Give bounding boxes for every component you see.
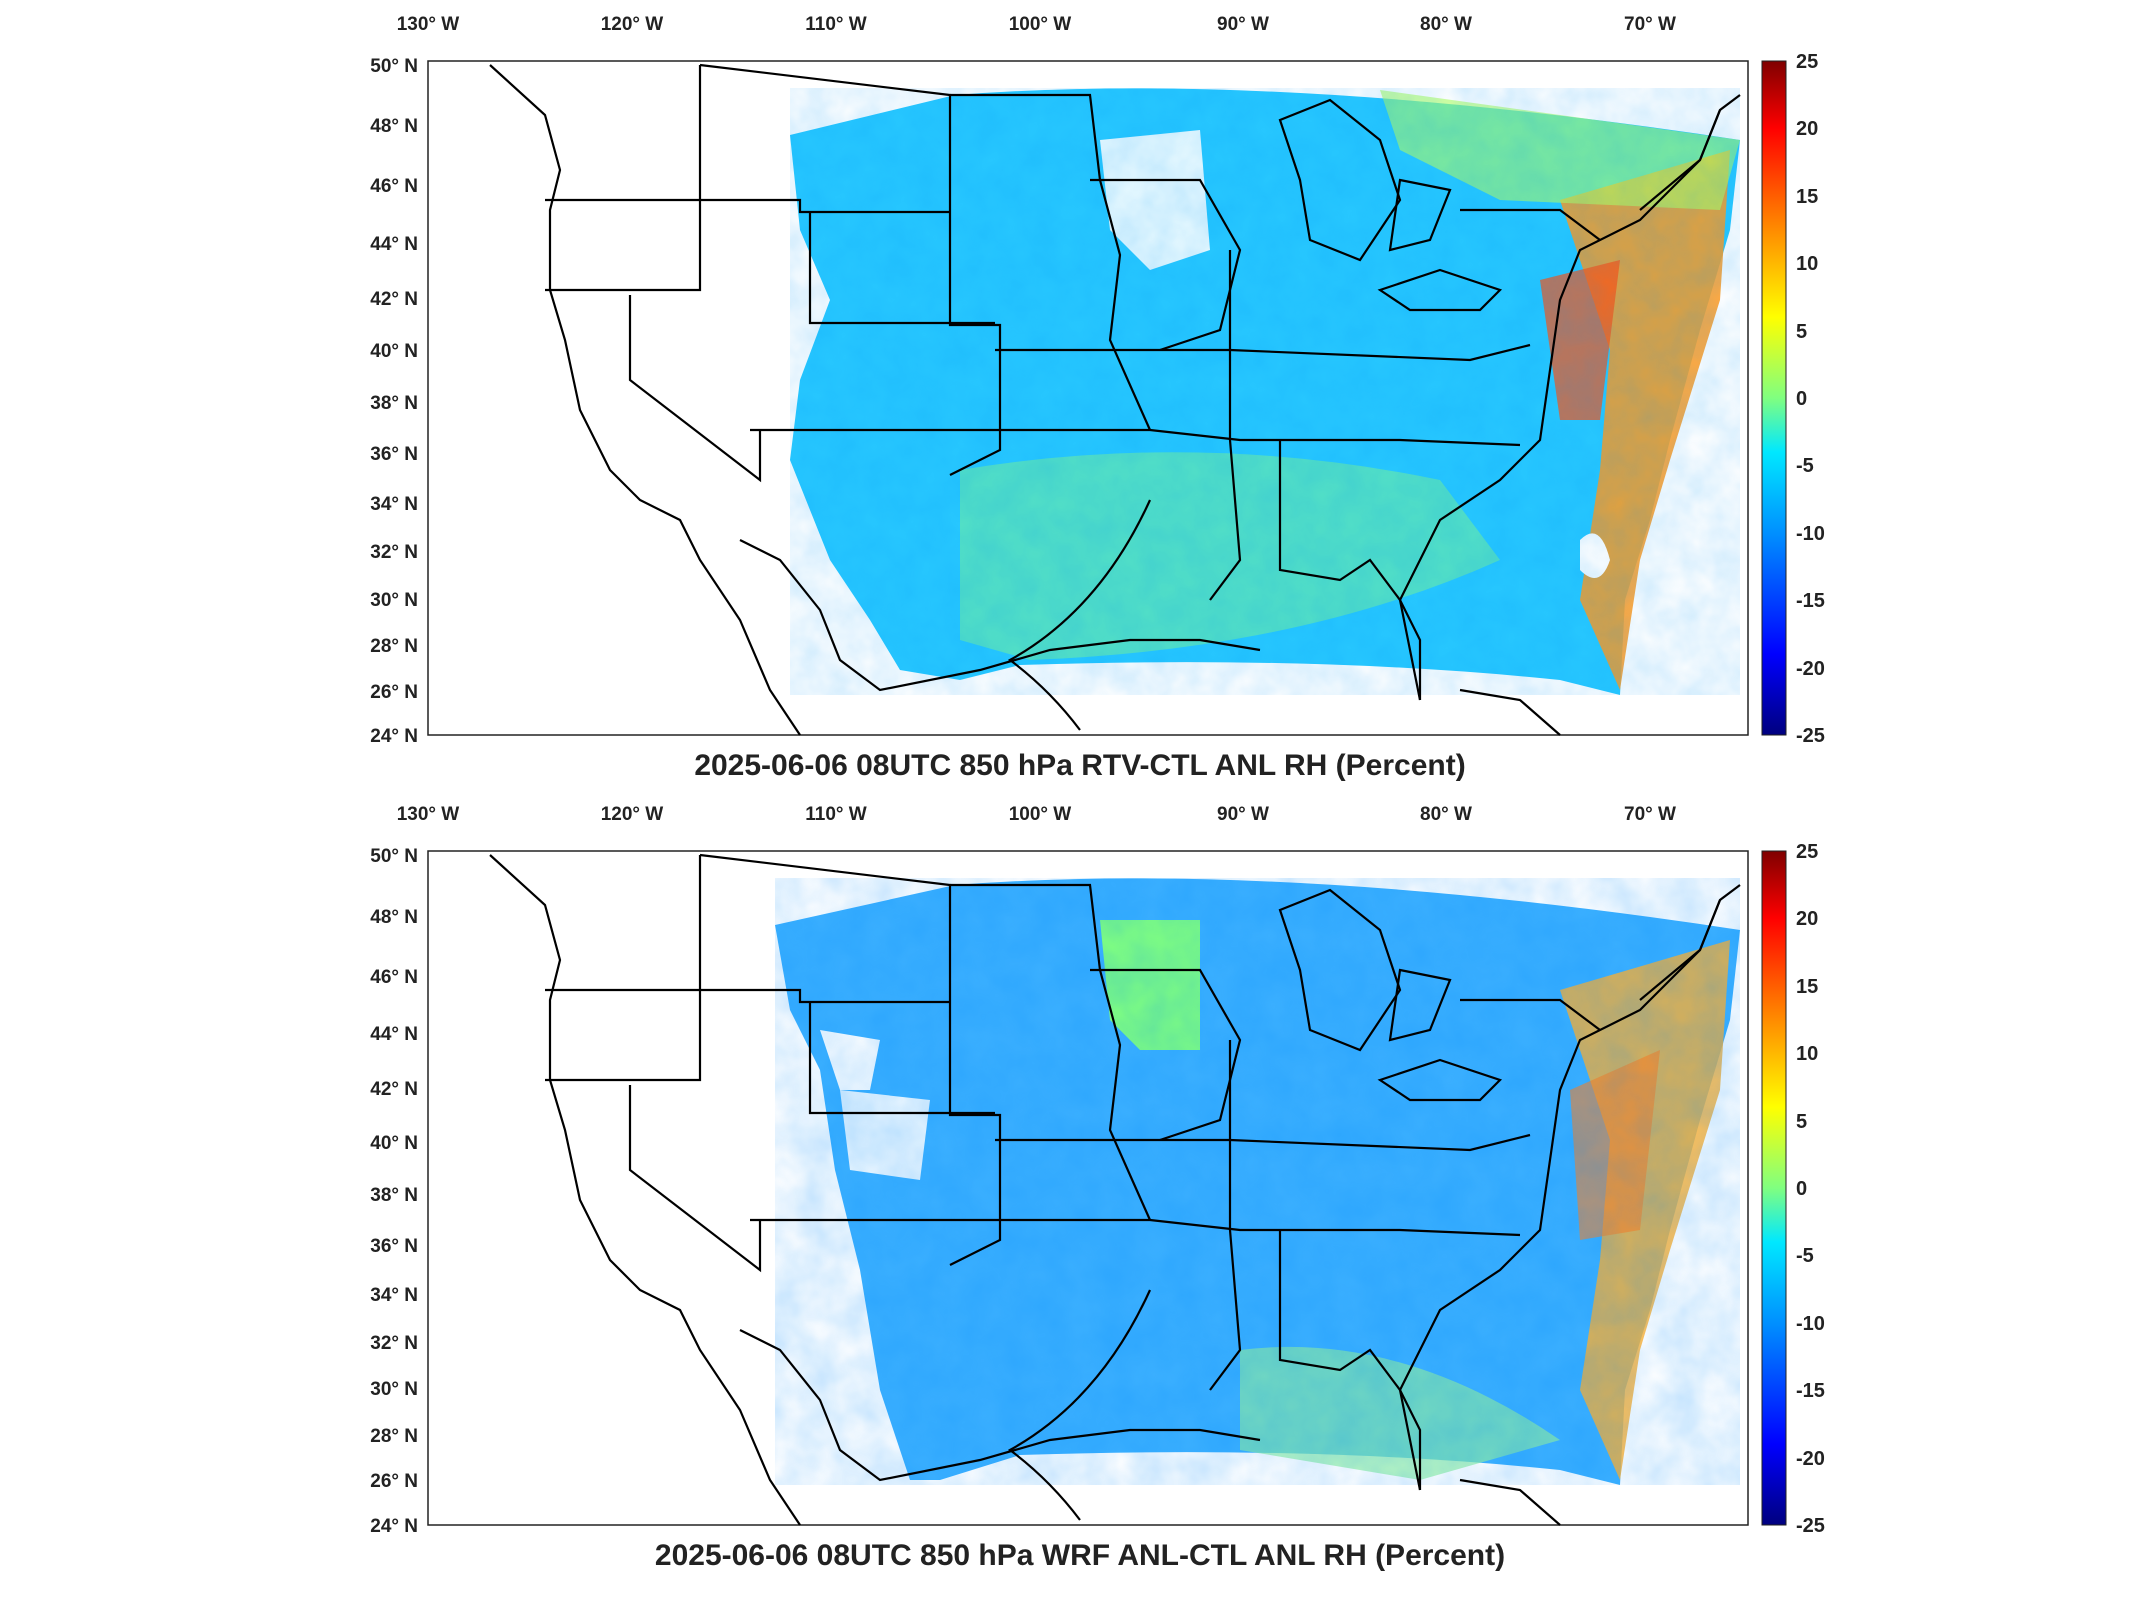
lat-tick: 38° N bbox=[370, 1185, 418, 1206]
lon-tick: 130° W bbox=[397, 804, 460, 825]
colorbar-tick: 25 bbox=[1796, 51, 1818, 73]
lon-tick: 80° W bbox=[1420, 804, 1472, 825]
colorbar-tick: 15 bbox=[1796, 186, 1818, 208]
lon-tick: 110° W bbox=[805, 804, 867, 825]
colorbar-tick: 10 bbox=[1796, 1043, 1818, 1065]
lon-tick-labels: 130° W 120° W 110° W 100° W 90° W 80° W … bbox=[397, 14, 1676, 35]
colorbar-tick: -15 bbox=[1796, 1380, 1825, 1402]
lat-tick: 34° N bbox=[370, 494, 418, 515]
lat-tick: 36° N bbox=[370, 444, 418, 465]
lat-tick: 24° N bbox=[370, 726, 418, 747]
lat-tick: 48° N bbox=[370, 116, 418, 137]
lat-tick: 42° N bbox=[370, 1079, 418, 1100]
lat-tick: 24° N bbox=[370, 1516, 418, 1537]
lon-tick: 80° W bbox=[1420, 14, 1472, 35]
map-panel-top: 130° W 120° W 110° W 100° W 90° W 80° W … bbox=[370, 14, 1825, 782]
lon-tick: 110° W bbox=[805, 14, 867, 35]
rh-difference-field bbox=[775, 878, 1740, 1485]
map-panel-bottom: 130° W 120° W 110° W 100° W 90° W 80° W … bbox=[0, 790, 2133, 1590]
lat-tick: 38° N bbox=[370, 393, 418, 414]
lat-tick: 40° N bbox=[370, 1133, 418, 1154]
lat-tick: 30° N bbox=[370, 590, 418, 611]
lat-tick: 26° N bbox=[370, 682, 418, 703]
colorbar-tick: 5 bbox=[1796, 321, 1807, 343]
colorbar-tick: -25 bbox=[1796, 725, 1825, 747]
colorbar-tick: 20 bbox=[1796, 118, 1818, 140]
lat-tick: 50° N bbox=[370, 846, 418, 867]
colorbar-tick: -20 bbox=[1796, 1448, 1825, 1470]
colorbar-tick: -20 bbox=[1796, 658, 1825, 680]
colorbar-tick: -10 bbox=[1796, 1313, 1825, 1335]
lon-tick: 70° W bbox=[1624, 14, 1676, 35]
colorbar-tick: 20 bbox=[1796, 908, 1818, 930]
lon-tick: 70° W bbox=[1624, 804, 1676, 825]
colorbar bbox=[1761, 60, 1787, 736]
lon-tick: 120° W bbox=[601, 804, 664, 825]
colorbar-tick: 10 bbox=[1796, 253, 1818, 275]
lat-tick-labels: 50° N 48° N 46° N 44° N 42° N 40° N 38° … bbox=[370, 56, 418, 747]
lat-tick: 32° N bbox=[370, 542, 418, 563]
colorbar-tick: 0 bbox=[1796, 388, 1807, 410]
colorbar-tick-labels: 25 20 15 10 5 0 -5 -10 -15 -20 -25 bbox=[1796, 841, 1825, 1537]
coastline-and-borders bbox=[489, 63, 1741, 736]
lat-tick: 48° N bbox=[370, 907, 418, 928]
lon-tick: 120° W bbox=[601, 14, 664, 35]
lon-tick: 100° W bbox=[1009, 14, 1072, 35]
lat-tick: 40° N bbox=[370, 341, 418, 362]
colorbar-tick: -10 bbox=[1796, 523, 1825, 545]
lat-tick: 28° N bbox=[370, 1426, 418, 1447]
lat-tick-labels: 50° N 48° N 46° N 44° N 42° N 40° N 38° … bbox=[370, 846, 418, 1537]
lat-tick: 28° N bbox=[370, 636, 418, 657]
lat-tick: 36° N bbox=[370, 1236, 418, 1257]
colorbar bbox=[1761, 850, 1787, 1526]
colorbar-tick: -15 bbox=[1796, 590, 1825, 612]
lat-tick: 44° N bbox=[370, 234, 418, 255]
map-title: 2025-06-06 08UTC 850 hPa RTV-CTL ANL RH … bbox=[694, 749, 1465, 782]
lat-tick: 26° N bbox=[370, 1471, 418, 1492]
lon-tick: 130° W bbox=[397, 14, 460, 35]
lon-tick: 90° W bbox=[1217, 14, 1269, 35]
lat-tick: 46° N bbox=[370, 176, 418, 197]
rh-difference-field bbox=[790, 88, 1740, 696]
map-title: 2025-06-06 08UTC 850 hPa WRF ANL-CTL ANL… bbox=[655, 1539, 1505, 1572]
colorbar-tick: -25 bbox=[1796, 1515, 1825, 1537]
lon-tick: 90° W bbox=[1217, 804, 1269, 825]
lat-tick: 44° N bbox=[370, 1024, 418, 1045]
colorbar-tick: 5 bbox=[1796, 1111, 1807, 1133]
lat-tick: 34° N bbox=[370, 1285, 418, 1306]
colorbar-tick: 0 bbox=[1796, 1178, 1807, 1200]
coastline-and-borders bbox=[489, 853, 1741, 1526]
lat-tick: 32° N bbox=[370, 1333, 418, 1354]
lon-tick: 100° W bbox=[1009, 804, 1072, 825]
lat-tick: 30° N bbox=[370, 1379, 418, 1400]
colorbar-tick: 25 bbox=[1796, 841, 1818, 863]
colorbar-tick: -5 bbox=[1796, 1245, 1814, 1267]
lon-tick-labels: 130° W 120° W 110° W 100° W 90° W 80° W … bbox=[397, 804, 1676, 825]
colorbar-tick: 15 bbox=[1796, 976, 1818, 998]
lat-tick: 42° N bbox=[370, 289, 418, 310]
colorbar-tick-labels: 25 20 15 10 5 0 -5 -10 -15 -20 -25 bbox=[1796, 51, 1825, 747]
map-figure: 130° W 120° W 110° W 100° W 90° W 80° W … bbox=[370, 804, 1825, 1572]
lat-tick: 50° N bbox=[370, 56, 418, 77]
lat-tick: 46° N bbox=[370, 967, 418, 988]
colorbar-tick: -5 bbox=[1796, 455, 1814, 477]
map-figure: 130° W 120° W 110° W 100° W 90° W 80° W … bbox=[370, 14, 1825, 782]
